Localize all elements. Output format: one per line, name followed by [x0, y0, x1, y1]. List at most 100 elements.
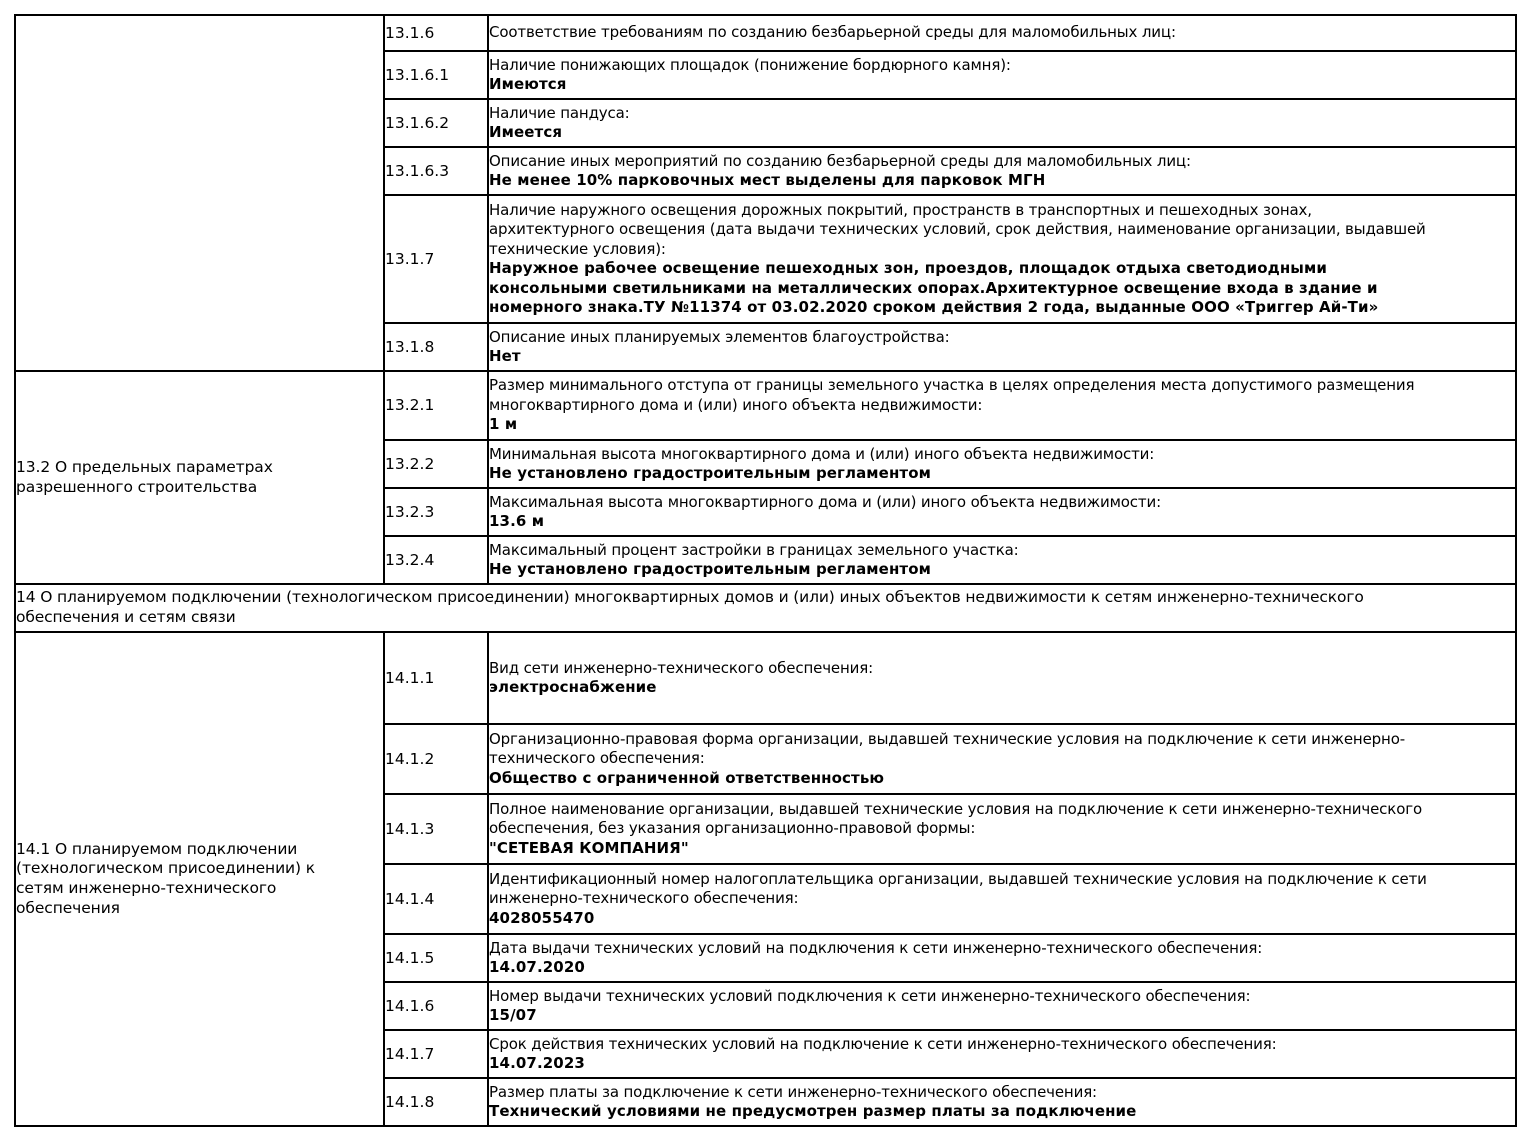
row-description: Срок действия технических условий на под…: [489, 1034, 1277, 1053]
declaration-table-body: 13.1.6 Соответствие требованиям по создан…: [14, 14, 1517, 1127]
row-value: Нет: [489, 347, 521, 365]
row-content: Организационно-правовая форма организаци…: [487, 723, 1517, 795]
row-value: Наружное рабочее освещение пешеходных зо…: [489, 259, 1379, 316]
row-number-text: 14.1.3: [385, 819, 435, 838]
row-description: Минимальная высота многоквартирного дома…: [489, 444, 1155, 463]
row-value: 15/07: [489, 1006, 537, 1024]
row-description: Полное наименование организации, выдавше…: [489, 799, 1422, 838]
row-number: 14.1.2: [383, 723, 489, 795]
row-group-label: 13.2 О предельных параметрах разрешенног…: [14, 370, 385, 585]
row-content: Полное наименование организации, выдавше…: [487, 793, 1517, 865]
row-group-label-text: 13.2 О предельных параметрах разрешенног…: [16, 457, 273, 496]
row-value: Технический условиями не предусмотрен ра…: [489, 1102, 1137, 1120]
row-content: Описание иных мероприятий по созданию бе…: [487, 146, 1517, 196]
section-heading: 14 О планируемом подключении (технологич…: [14, 583, 1517, 633]
row-number: 14.1.5: [383, 933, 489, 983]
table-row: 14.1.7 Срок действия технических условий …: [15, 1029, 1517, 1079]
row-content: Наличие понижающих площадок (понижение б…: [487, 50, 1517, 100]
row-number: 14.1.8: [383, 1077, 489, 1127]
row-number: 14.1.1: [383, 631, 489, 725]
row-number: 13.2.2: [383, 439, 489, 489]
row-value: Не менее 10% парковочных мест выделены д…: [489, 171, 1046, 189]
row-number-text: 13.2.1: [385, 396, 435, 415]
row-value: Не установлено градостроительным регламе…: [489, 560, 931, 578]
table-row: 14.1.4 Идентификационный номер налогоплат…: [15, 863, 1517, 935]
row-content: Наличие наружного освещения дорожных пок…: [487, 194, 1517, 324]
row-value: 13.6 м: [489, 512, 545, 530]
table-row: 14.1.3 Полное наименование организации, в…: [15, 793, 1517, 865]
row-content: Вид сети инженерно-технического обеспече…: [487, 631, 1517, 725]
row-number-text: 13.1.6.3: [385, 161, 450, 180]
table-row: 13.1.6.2 Наличие пандуса: Имеется: [15, 98, 1517, 148]
table-row: 13.1.6.1 Наличие понижающих площадок (пон…: [15, 50, 1517, 100]
row-description: Максимальная высота многоквартирного дом…: [489, 492, 1161, 511]
row-value: Не установлено градостроительным регламе…: [489, 464, 931, 482]
row-description: Описание иных мероприятий по созданию бе…: [489, 151, 1191, 170]
row-number-text: 13.1.6.2: [385, 113, 450, 132]
row-value: Имеется: [489, 123, 563, 141]
row-content: Минимальная высота многоквартирного дома…: [487, 439, 1517, 489]
row-content: Описание иных планируемых элементов благ…: [487, 322, 1517, 372]
row-description: Размер минимального отступа от границы з…: [489, 376, 1415, 414]
table-row: 14.1 О планируемом подключении (технолог…: [14, 631, 1517, 1127]
row-number: 13.2.4: [383, 535, 489, 585]
row-description: Вид сети инженерно-технического обеспече…: [489, 658, 874, 677]
row-value: электроснабжение: [489, 678, 657, 696]
row-group-label: 14.1 О планируемом подключении (технолог…: [14, 631, 385, 1127]
row-value: "СЕТЕВАЯ КОМПАНИЯ": [489, 838, 689, 857]
section-heading-text: 14 О планируемом подключении (технологич…: [16, 588, 1364, 626]
row-number-text: 13.1.6.1: [385, 65, 450, 84]
row-number-text: 13.2.3: [385, 502, 435, 521]
table-row: 13.2.3 Максимальная высота многоквартирно…: [15, 487, 1517, 537]
row-number: 14.1.7: [383, 1029, 489, 1079]
row-content: Максимальный процент застройки в граница…: [487, 535, 1517, 585]
row-number: 13.2.3: [383, 487, 489, 537]
row-number-text: 14.1.4: [385, 889, 435, 908]
row-number-text: 14.1.6: [385, 996, 435, 1015]
row-description: Наличие наружного освещения дорожных пок…: [489, 200, 1426, 258]
table-row: 14.1.2 Организационно-правовая форма орга…: [15, 723, 1517, 795]
row-number: 13.1.6.2: [383, 98, 489, 148]
row-content: Наличие пандуса: Имеется: [487, 98, 1517, 148]
row-value: Общество с ограниченной ответственностью: [489, 768, 885, 787]
row-number: 13.1.7: [383, 194, 489, 324]
row-number-text: 14.1.2: [385, 749, 435, 768]
table-row: 13.1.6.3 Описание иных мероприятий по соз…: [15, 146, 1517, 196]
row-number-text: 13.1.6: [385, 23, 435, 42]
row-number-text: 14.1.1: [385, 668, 435, 687]
row-number-text: 13.2.4: [385, 550, 435, 569]
row-description: Соответствие требованиям по созданию без…: [489, 23, 1176, 42]
table-row: 13.2 О предельных параметрах разрешенног…: [14, 370, 1517, 585]
document-page: 13.1.6 Соответствие требованиям по создан…: [14, 14, 1517, 1127]
row-number-text: 14.1.7: [385, 1044, 435, 1063]
row-number-text: 14.1.8: [385, 1092, 435, 1111]
row-number: 14.1.3: [383, 793, 489, 865]
row-number: 13.1.6: [383, 14, 489, 52]
row-content: Идентификационный номер налогоплательщик…: [487, 863, 1517, 935]
row-value: Имеются: [489, 75, 567, 93]
row-number-text: 13.1.8: [385, 337, 435, 356]
row-value: 1 м: [489, 415, 518, 434]
table-row: 13.1.6 Соответствие требованиям по создан…: [14, 14, 1517, 372]
row-description: Наличие пандуса:: [489, 103, 630, 122]
row-value: 14.07.2023: [489, 1054, 585, 1072]
row-group-label-text: 14.1 О планируемом подключении (технолог…: [16, 839, 316, 917]
row-value: 4028055470: [489, 908, 595, 927]
row-number: 13.1.8: [383, 322, 489, 372]
table-row: 13.1.7 Наличие наружного освещения дорожн…: [15, 194, 1517, 324]
row-description: Максимальный процент застройки в граница…: [489, 540, 1019, 559]
table-row: 13.2.2 Минимальная высота многоквартирног…: [15, 439, 1517, 489]
row-number: 14.1.4: [383, 863, 489, 935]
row-description: Размер платы за подключение к сети инжен…: [489, 1082, 1097, 1101]
row-content: Дата выдачи технических условий на подкл…: [487, 933, 1517, 983]
row-content: Максимальная высота многоквартирного дом…: [487, 487, 1517, 537]
table-row: 14.1.5 Дата выдачи технических условий на…: [15, 933, 1517, 983]
row-number: 14.1.6: [383, 981, 489, 1031]
table-row: 13.2.4 Максимальный процент застройки в г…: [15, 535, 1517, 585]
row-value: 14.07.2020: [489, 958, 585, 976]
declaration-table: 13.1.6 Соответствие требованиям по создан…: [14, 14, 1517, 1127]
row-content: Соответствие требованиям по созданию без…: [487, 14, 1517, 52]
row-content: Номер выдачи технических условий подключ…: [487, 981, 1517, 1031]
row-group-label: [14, 14, 385, 372]
row-description: Наличие понижающих площадок (понижение б…: [489, 55, 1011, 74]
